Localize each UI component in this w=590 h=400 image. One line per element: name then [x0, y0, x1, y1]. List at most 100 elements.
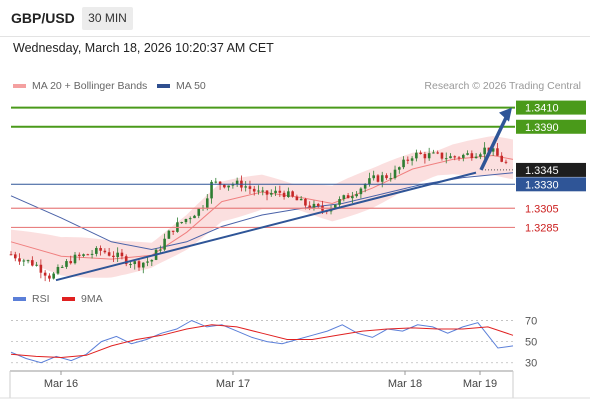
x-tick-label: Mar 18	[388, 378, 422, 390]
candle-body	[116, 252, 119, 258]
candle-body	[248, 186, 252, 189]
bollinger-band	[11, 136, 513, 278]
ma50-swatch	[157, 84, 170, 88]
candle-body	[163, 238, 166, 250]
candle-body	[210, 181, 213, 199]
candle-body	[184, 219, 188, 223]
candle-body	[22, 260, 26, 262]
candle-body	[363, 184, 367, 189]
candle-body	[112, 255, 115, 258]
candle-body	[500, 155, 504, 162]
candle-body	[496, 148, 499, 156]
candle-body	[223, 184, 226, 188]
candle-body	[504, 161, 508, 163]
candle-body	[483, 147, 486, 155]
timeframe-button[interactable]: 30 MIN	[82, 7, 133, 30]
candle-body	[60, 266, 64, 268]
candle-body	[261, 190, 265, 192]
candle-body	[479, 154, 482, 157]
candle-body	[274, 190, 277, 194]
source-credit: Research © 2026 Trading Central	[424, 80, 581, 92]
legend-rsi-ma: 9MA	[62, 293, 103, 305]
candle-body	[312, 203, 316, 209]
legend-ma50: MA 50	[157, 80, 206, 92]
timestamp: Wednesday, March 18, 2026 10:20:37 AM CE…	[13, 41, 274, 55]
candle-body	[90, 253, 94, 255]
candle-body	[39, 264, 43, 273]
trendline	[55, 171, 477, 282]
candle-body	[333, 204, 337, 208]
candle-body	[346, 195, 350, 199]
level-tag	[516, 162, 586, 177]
candle-body	[278, 190, 282, 193]
projection-arrowhead	[499, 107, 512, 122]
candle-body	[308, 205, 311, 209]
rsi-ma-line	[10, 324, 514, 359]
candle-body	[218, 181, 222, 185]
rsi-tick-label: 70	[525, 316, 537, 328]
candle-body	[423, 154, 427, 159]
candle-body	[197, 208, 201, 216]
candle-body	[287, 191, 290, 197]
candle-body	[180, 222, 183, 224]
candle-body	[474, 156, 478, 159]
rsi-panel: 70 50 30	[10, 316, 537, 370]
candle-body	[291, 191, 294, 197]
candle-body	[103, 250, 107, 253]
candle-body	[56, 266, 60, 274]
candle-body	[427, 153, 431, 159]
candle-body	[107, 252, 111, 256]
rsi-tick-label: 50	[525, 337, 537, 349]
candle-body	[257, 190, 260, 192]
level-label: 1.3410	[525, 103, 559, 115]
x-tick-label: Mar 17	[216, 378, 250, 390]
candle-body	[48, 275, 51, 279]
candle-body	[141, 262, 145, 268]
candle-body	[376, 175, 380, 182]
candle-body	[26, 260, 30, 262]
candle-body	[470, 153, 474, 159]
candle-body	[351, 196, 354, 199]
x-tick-label: Mar 16	[44, 378, 78, 390]
chart-header: GBP/USD 30 MIN	[0, 0, 590, 37]
candle-body	[77, 254, 81, 256]
candle-body	[13, 254, 17, 259]
candle-body	[31, 260, 34, 266]
projection-arrow	[479, 114, 509, 171]
candle-body	[453, 156, 457, 158]
candle-body	[9, 254, 13, 256]
candle-body	[338, 199, 341, 205]
candle-body	[282, 192, 286, 197]
rsi-swatch	[13, 297, 26, 301]
level-label: 1.3345	[525, 165, 559, 177]
candle-body	[150, 259, 154, 262]
candle-body	[120, 252, 124, 257]
candle-body	[415, 152, 418, 159]
candle-body	[457, 157, 461, 159]
candle-body	[462, 154, 465, 158]
time-axis: Mar 16 Mar 17 Mar 18 Mar 19	[0, 370, 590, 399]
candle-body	[205, 198, 209, 208]
level-tag	[516, 100, 586, 115]
candle-body	[436, 152, 439, 154]
legend-rsi: RSI	[13, 293, 50, 305]
candle-body	[444, 158, 448, 160]
candle-body	[397, 167, 401, 170]
candle-body	[269, 193, 273, 195]
level-tag	[516, 119, 586, 134]
candle-body	[466, 153, 469, 155]
candle-body	[419, 152, 422, 155]
ma50-label: MA 50	[176, 80, 206, 92]
candle-body	[491, 148, 495, 152]
candle-body	[99, 247, 102, 251]
candle-body	[402, 159, 405, 168]
candle-body	[171, 230, 175, 232]
level-label: 1.3285	[525, 222, 559, 234]
rsi-label: RSI	[32, 293, 50, 305]
rsi-tick-label: 30	[525, 358, 537, 370]
candle-body	[372, 175, 375, 179]
candle-body	[244, 186, 247, 188]
candle-body	[359, 188, 363, 195]
candle-body	[188, 218, 192, 220]
candle-body	[18, 258, 21, 262]
